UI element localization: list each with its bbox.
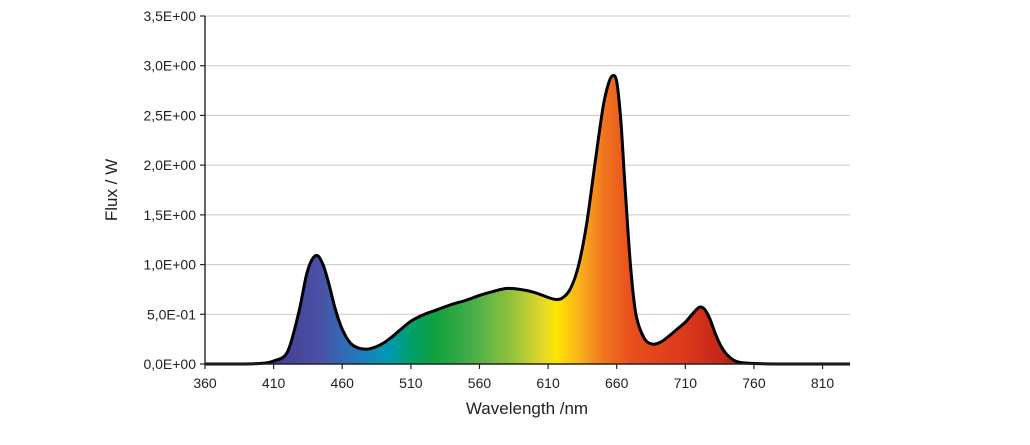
x-tick-label: 460 xyxy=(331,375,355,391)
y-tick-label: 3,0E+00 xyxy=(143,58,196,74)
axes xyxy=(200,15,850,369)
x-tick-label: 710 xyxy=(674,375,698,391)
x-tick-label: 360 xyxy=(193,375,217,391)
x-tick-label: 410 xyxy=(262,375,286,391)
grid-lines xyxy=(205,15,850,315)
x-tick-label: 810 xyxy=(811,375,835,391)
x-tick-label: 510 xyxy=(399,375,423,391)
x-tick-label: 660 xyxy=(605,375,629,391)
y-axis-title: Flux / W xyxy=(102,159,121,221)
x-axis-title: Wavelength /nm xyxy=(466,399,588,418)
y-tick-label: 2,5E+00 xyxy=(143,107,196,123)
y-tick-label: 3,5E+00 xyxy=(143,8,196,24)
x-tick-label: 760 xyxy=(742,375,766,391)
spectrum-area-fill xyxy=(205,75,850,364)
y-tick-label: 1,5E+00 xyxy=(143,207,196,223)
spectrum-line xyxy=(205,73,851,366)
y-tick-label: 0,0E+00 xyxy=(143,356,196,372)
y-tick-label: 5,0E-01 xyxy=(147,306,196,322)
x-tick-label: 610 xyxy=(536,375,560,391)
y-tick-label: 1,0E+00 xyxy=(143,257,196,273)
y-tick-label: 2,0E+00 xyxy=(143,157,196,173)
tick-labels: 0,0E+00 5,0E-01 1,0E+00 1,5E+00 2,0E+00 2,5E+… xyxy=(143,8,834,391)
x-tick-label: 560 xyxy=(468,375,492,391)
